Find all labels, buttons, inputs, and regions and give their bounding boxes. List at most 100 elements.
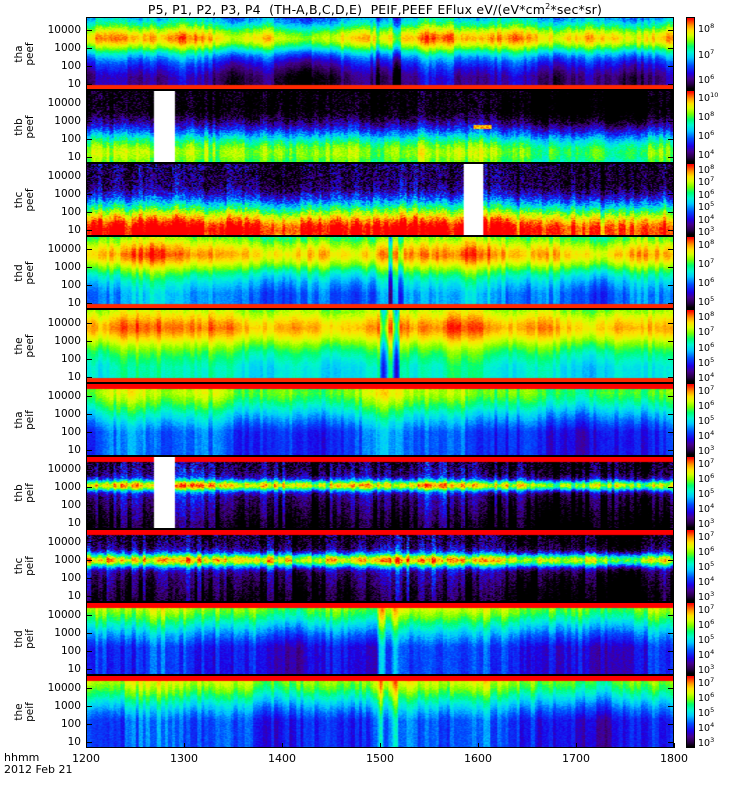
y-tick-mark bbox=[86, 267, 92, 268]
y-tick-mark bbox=[86, 505, 92, 506]
panel-frame bbox=[86, 675, 674, 748]
y-tick-label: 100 bbox=[60, 278, 81, 291]
colorbar-gradient bbox=[687, 310, 694, 382]
colorbar-tick-label: 104 bbox=[698, 648, 715, 662]
x-tick-mark bbox=[380, 743, 381, 748]
x-tick-mark bbox=[184, 743, 185, 748]
y-tick-mark bbox=[86, 48, 92, 49]
y-tick-mark bbox=[668, 542, 674, 543]
colorbar-tick-label: 107 bbox=[698, 530, 715, 544]
y-tick-mark bbox=[86, 323, 92, 324]
panel-frame bbox=[86, 602, 674, 675]
spectrogram-image bbox=[87, 530, 673, 601]
colorbar-tha-peef bbox=[686, 17, 695, 90]
y-tick-label: 1000 bbox=[54, 700, 81, 713]
panel-frame bbox=[86, 90, 674, 163]
y-tick-mark bbox=[86, 157, 92, 158]
y-tick-label: 10 bbox=[67, 370, 81, 383]
y-tick-mark bbox=[668, 48, 674, 49]
colorbar-thb-peef bbox=[686, 90, 695, 163]
colorbar-tick-label: 103 bbox=[698, 225, 715, 239]
y-tick-mark bbox=[86, 669, 92, 670]
y-tick-mark bbox=[668, 578, 674, 579]
y-tick-mark bbox=[668, 615, 674, 616]
colorbar-tick-label: 108 bbox=[698, 238, 715, 252]
y-tick-label: 10000 bbox=[47, 463, 81, 476]
colorbar-gradient bbox=[687, 384, 694, 455]
spectrogram-image bbox=[87, 676, 673, 747]
y-tick-mark bbox=[86, 249, 92, 250]
colorbar-tick-label: 107 bbox=[698, 676, 715, 690]
y-tick-mark bbox=[86, 285, 92, 286]
spectrogram-panel-the-peif bbox=[86, 675, 674, 748]
spectrogram-image bbox=[87, 18, 673, 89]
colorbar-tick-label: 106 bbox=[698, 691, 715, 705]
colorbar-tick-label: 106 bbox=[698, 275, 715, 289]
spectrogram-image bbox=[87, 164, 673, 235]
y-tick-label: 10 bbox=[67, 589, 81, 602]
colorbar-tick-label: 108 bbox=[698, 109, 715, 124]
colorbar-thd-peif bbox=[686, 602, 695, 675]
y-tick-mark bbox=[86, 30, 92, 31]
y-tick-mark bbox=[86, 578, 92, 579]
colorbar-tick-label: 104 bbox=[698, 212, 715, 226]
colorbar-tick-label: 104 bbox=[698, 371, 715, 385]
y-tick-mark bbox=[86, 414, 92, 415]
y-tick-mark bbox=[86, 176, 92, 177]
y-tick-mark bbox=[86, 724, 92, 725]
y-tick-label: 100 bbox=[60, 644, 81, 657]
y-tick-mark bbox=[668, 688, 674, 689]
x-tick-label: 1800 bbox=[660, 752, 688, 765]
colorbar-gradient bbox=[687, 530, 694, 601]
colorbar-tick-label: 107 bbox=[698, 47, 715, 61]
y-tick-label: 100 bbox=[60, 59, 81, 72]
y-tick-mark bbox=[668, 396, 674, 397]
spectrogram-image bbox=[87, 457, 673, 528]
y-tick-mark bbox=[668, 323, 674, 324]
colorbar-tick-label: 106 bbox=[698, 340, 715, 354]
y-tick-mark bbox=[668, 742, 674, 743]
y-tick-mark bbox=[86, 103, 92, 104]
y-tick-mark bbox=[668, 176, 674, 177]
y-tick-label: 1000 bbox=[54, 408, 81, 421]
colorbar-gradient bbox=[687, 603, 694, 674]
panel-frame bbox=[86, 456, 674, 529]
colorbar-tick-label: 105 bbox=[698, 356, 715, 370]
y-tick-mark bbox=[668, 523, 674, 524]
y-tick-mark bbox=[86, 742, 92, 743]
y-tick-mark bbox=[86, 359, 92, 360]
y-tick-label: 10000 bbox=[47, 243, 81, 256]
y-tick-label: 100 bbox=[60, 571, 81, 584]
y-tick-mark bbox=[86, 469, 92, 470]
y-tick-mark bbox=[668, 560, 674, 561]
y-tick-mark bbox=[668, 469, 674, 470]
y-tick-mark bbox=[668, 669, 674, 670]
colorbar-tick-label: 105 bbox=[698, 200, 715, 214]
colorbar-tick-label: 103 bbox=[698, 590, 715, 604]
y-tick-mark bbox=[668, 414, 674, 415]
colorbar-tick-label: 106 bbox=[698, 72, 715, 86]
colorbar-tick-label: 105 bbox=[698, 487, 715, 501]
y-tick-label: 10000 bbox=[47, 24, 81, 37]
colorbar-tick-label: 105 bbox=[698, 414, 715, 428]
colorbar-gradient bbox=[687, 676, 694, 747]
spectrogram-image bbox=[87, 310, 673, 382]
colorbar-gradient bbox=[687, 457, 694, 528]
y-tick-mark bbox=[668, 194, 674, 195]
spectrogram-panel-the-peef bbox=[86, 309, 674, 383]
colorbar-gradient bbox=[687, 91, 694, 162]
y-tick-mark bbox=[668, 267, 674, 268]
y-tick-mark bbox=[668, 724, 674, 725]
y-tick-label: 1000 bbox=[54, 115, 81, 128]
y-tick-mark bbox=[668, 66, 674, 67]
y-tick-mark bbox=[668, 84, 674, 85]
colorbar-tick-label: 107 bbox=[698, 384, 715, 398]
colorbar-tick-label: 107 bbox=[698, 325, 715, 339]
spectrogram-panel-thd-peef bbox=[86, 236, 674, 309]
colorbar-thc-peif bbox=[686, 529, 695, 602]
panel-frame bbox=[86, 236, 674, 309]
x-tick-mark bbox=[86, 743, 87, 748]
colorbar-the-peef bbox=[686, 309, 695, 383]
x-axis-format-label: hhmm bbox=[4, 751, 40, 764]
